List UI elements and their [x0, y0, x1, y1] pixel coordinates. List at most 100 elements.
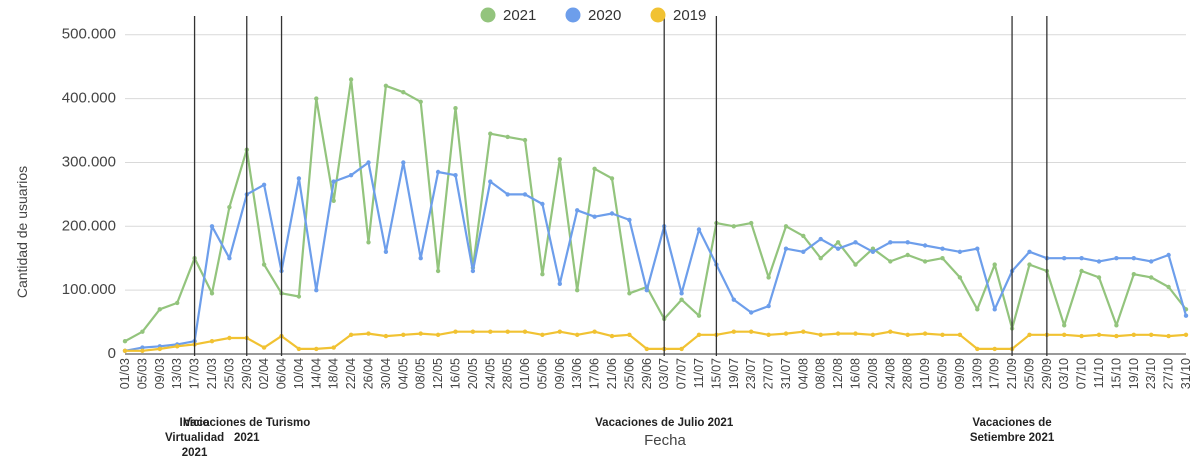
- legend-marker-2020: [565, 7, 581, 23]
- data-point: [505, 329, 510, 334]
- x-tick-label: 05/03: [135, 358, 149, 389]
- data-point: [540, 332, 545, 337]
- data-point: [488, 131, 493, 136]
- series-2019: [122, 329, 1189, 353]
- data-point: [540, 272, 545, 277]
- data-point: [835, 246, 841, 251]
- y-tick-label: 400.000: [62, 90, 116, 107]
- data-point: [940, 246, 945, 251]
- data-point: [348, 77, 354, 82]
- series-lines: [122, 77, 1189, 353]
- x-axis-title: Fecha: [644, 432, 686, 449]
- x-tick-label: 25/06: [622, 358, 636, 389]
- x-tick-label: 25/09: [1023, 358, 1037, 389]
- data-point: [957, 249, 963, 254]
- data-point: [766, 275, 771, 280]
- x-tick-label: 16/05: [449, 358, 463, 389]
- data-point: [592, 329, 597, 334]
- data-point: [505, 134, 510, 140]
- x-tick-label: 05/06: [535, 358, 549, 389]
- data-point: [696, 332, 702, 337]
- data-point: [905, 252, 910, 258]
- data-point: [1166, 252, 1171, 258]
- data-point: [401, 332, 406, 337]
- data-point: [383, 249, 389, 254]
- data-point: [853, 331, 858, 336]
- x-tick-label: 28/08: [901, 358, 915, 389]
- data-point: [853, 240, 858, 245]
- data-point: [627, 332, 632, 337]
- data-point: [261, 345, 267, 350]
- data-point: [470, 268, 476, 274]
- x-tick-label: 11/10: [1092, 358, 1106, 388]
- data-point: [435, 268, 441, 274]
- data-point: [435, 332, 441, 337]
- data-point: [140, 345, 145, 350]
- data-point: [696, 227, 702, 232]
- data-point: [453, 329, 458, 334]
- data-point: [418, 256, 423, 261]
- data-point: [227, 256, 232, 261]
- x-tick-label: 01/06: [518, 358, 532, 389]
- data-point: [905, 332, 910, 337]
- data-point: [401, 160, 406, 165]
- x-tick-label: 08/05: [414, 358, 428, 389]
- data-point: [488, 179, 493, 184]
- data-point: [1096, 332, 1102, 337]
- data-point: [783, 224, 789, 229]
- data-point: [209, 291, 215, 296]
- data-point: [783, 331, 789, 336]
- data-point: [557, 329, 562, 334]
- annotation-text: Vacaciones de Turismo: [183, 417, 310, 429]
- y-axis-title: Cantidad de usuarios: [14, 166, 30, 298]
- annotation-text: 2021: [182, 447, 208, 459]
- data-point: [679, 297, 684, 302]
- data-point: [453, 106, 458, 111]
- gridlines: [125, 34, 1186, 355]
- data-point: [592, 214, 597, 219]
- x-tick-label: 25/03: [222, 358, 236, 389]
- x-tick-label: 19/07: [727, 358, 741, 389]
- x-tick-label: 01/09: [918, 358, 932, 389]
- annotation-text: Inicio: [180, 417, 210, 429]
- data-point: [1183, 313, 1189, 318]
- data-point: [522, 192, 528, 197]
- data-point: [835, 331, 841, 336]
- x-tick-label: 17/06: [588, 358, 602, 389]
- data-point: [522, 137, 528, 143]
- series-2021: [122, 77, 1189, 344]
- data-point: [940, 332, 945, 337]
- data-point: [1131, 332, 1137, 337]
- data-point: [122, 339, 128, 344]
- x-tick-label: 23/07: [744, 358, 758, 389]
- data-point: [1183, 332, 1189, 337]
- data-point: [314, 288, 319, 293]
- data-point: [627, 217, 632, 223]
- data-point: [227, 335, 232, 341]
- data-point: [679, 346, 684, 352]
- data-point: [1096, 259, 1102, 264]
- data-point: [314, 96, 319, 101]
- data-point: [175, 344, 180, 349]
- data-point: [609, 176, 615, 181]
- data-point: [731, 224, 736, 229]
- data-point: [348, 332, 354, 337]
- series-line-2019: [125, 330, 1187, 352]
- data-point: [975, 346, 980, 352]
- data-point: [975, 307, 980, 312]
- legend-label-2020: 2020: [588, 7, 621, 24]
- data-point: [888, 259, 893, 264]
- x-tick-label: 10/04: [292, 358, 306, 389]
- x-tick-label: 15/10: [1109, 358, 1123, 389]
- series-2020: [122, 160, 1189, 353]
- legend-label-2019: 2019: [673, 7, 706, 24]
- y-tick-label: 500.000: [62, 26, 116, 43]
- x-tick-label: 04/05: [396, 358, 410, 389]
- data-point: [1149, 275, 1154, 280]
- x-tick-label: 15/07: [709, 358, 723, 389]
- data-point: [418, 331, 423, 336]
- data-point: [1062, 332, 1067, 337]
- data-point: [1131, 272, 1137, 277]
- data-point: [1131, 256, 1137, 261]
- x-tick-label: 29/06: [640, 358, 654, 389]
